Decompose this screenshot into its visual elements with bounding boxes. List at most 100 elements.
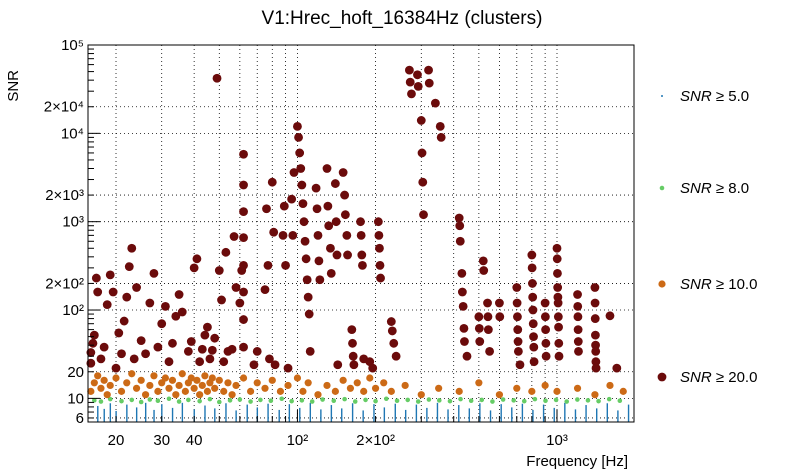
series-point — [419, 210, 428, 220]
series-point — [174, 290, 184, 299]
series-point — [165, 384, 173, 392]
series-point — [309, 402, 312, 422]
series-point — [405, 77, 415, 87]
series-point — [358, 260, 367, 270]
series-point — [346, 384, 355, 392]
y-tick-label: 2×10² — [45, 275, 84, 292]
series-point — [435, 121, 445, 131]
series-point — [192, 254, 202, 264]
series-point — [229, 232, 239, 241]
series-point — [513, 325, 523, 335]
series-point — [183, 347, 193, 356]
series-point — [97, 405, 99, 422]
series-point — [214, 266, 224, 275]
series-point — [474, 312, 484, 322]
y-tick-label: 10⁵ — [61, 37, 84, 54]
series-point — [332, 250, 342, 260]
series-point — [347, 325, 357, 335]
series-point — [293, 121, 302, 131]
series-point — [154, 387, 162, 395]
series-point — [376, 273, 385, 283]
series-point — [195, 357, 205, 367]
series-point — [261, 384, 269, 392]
series-point — [249, 360, 259, 370]
x-tick-label: 2×10² — [356, 432, 395, 449]
series-point — [246, 404, 248, 422]
series-point — [383, 407, 386, 422]
series-point — [415, 404, 418, 422]
series-point — [424, 78, 434, 88]
x-tick-label: 40 — [186, 432, 203, 449]
series-point — [387, 326, 397, 336]
series-point — [135, 407, 138, 422]
series-point — [239, 207, 248, 217]
series-point — [342, 396, 347, 402]
series-point — [495, 312, 505, 322]
series-point — [404, 409, 407, 422]
series-point — [552, 243, 562, 253]
series-point — [386, 317, 396, 326]
series-point — [455, 387, 463, 395]
series-point — [278, 230, 288, 240]
series-point — [190, 384, 198, 392]
series-point — [172, 391, 180, 399]
series-point — [541, 325, 551, 335]
series-point — [340, 190, 350, 200]
x-tick-label: 30 — [153, 432, 170, 449]
series-point — [483, 298, 492, 308]
series-point — [126, 404, 128, 422]
series-point — [237, 397, 243, 402]
series-point — [554, 338, 564, 348]
series-point — [97, 384, 105, 392]
series-point — [106, 381, 114, 390]
series-point — [150, 372, 158, 380]
series-point — [111, 363, 121, 373]
axis-ticks: 20 30 40 10² 2×10² 10³ 6 10 20 10² 2×10² 10³ 2×10³ 10… — [44, 37, 568, 449]
series-point — [373, 217, 383, 227]
series-point — [553, 283, 563, 292]
legend-entry: SNR ≥ 8.0 — [680, 180, 749, 197]
series-point — [171, 407, 174, 422]
series-point — [296, 164, 306, 173]
series-point — [529, 332, 538, 342]
series-point — [221, 247, 231, 257]
series-point — [485, 347, 495, 356]
series-point — [278, 409, 280, 422]
series-point — [203, 322, 212, 332]
series-point — [284, 381, 292, 390]
series-point — [457, 287, 467, 297]
series-point — [330, 179, 340, 188]
series-point — [373, 398, 378, 404]
series-point — [299, 407, 301, 422]
series-point — [591, 363, 601, 373]
series-point — [186, 397, 191, 403]
series-point — [137, 376, 145, 384]
x-axis-label: Frequency [Hz] — [526, 453, 628, 470]
series-point — [239, 149, 248, 159]
series-point — [553, 312, 563, 322]
series-point — [326, 243, 335, 253]
series-point — [96, 354, 106, 364]
series-point — [305, 347, 315, 356]
series-point — [153, 342, 163, 352]
series-point — [100, 376, 108, 384]
series-point — [553, 268, 562, 278]
series-point — [394, 403, 396, 422]
series-point — [528, 292, 538, 302]
series-point — [475, 337, 485, 346]
series-point — [415, 399, 421, 404]
series-point — [596, 398, 601, 404]
series-point — [187, 374, 195, 382]
series-point — [468, 398, 474, 404]
series-point — [528, 279, 537, 288]
series-point — [323, 381, 331, 390]
series-point — [299, 398, 305, 403]
series-point — [224, 379, 232, 387]
series-point — [574, 409, 577, 422]
series-point — [267, 177, 277, 187]
series-point — [289, 168, 299, 177]
series-point — [289, 398, 294, 404]
series-point — [375, 243, 384, 253]
x-tick-label: 10³ — [546, 432, 568, 449]
